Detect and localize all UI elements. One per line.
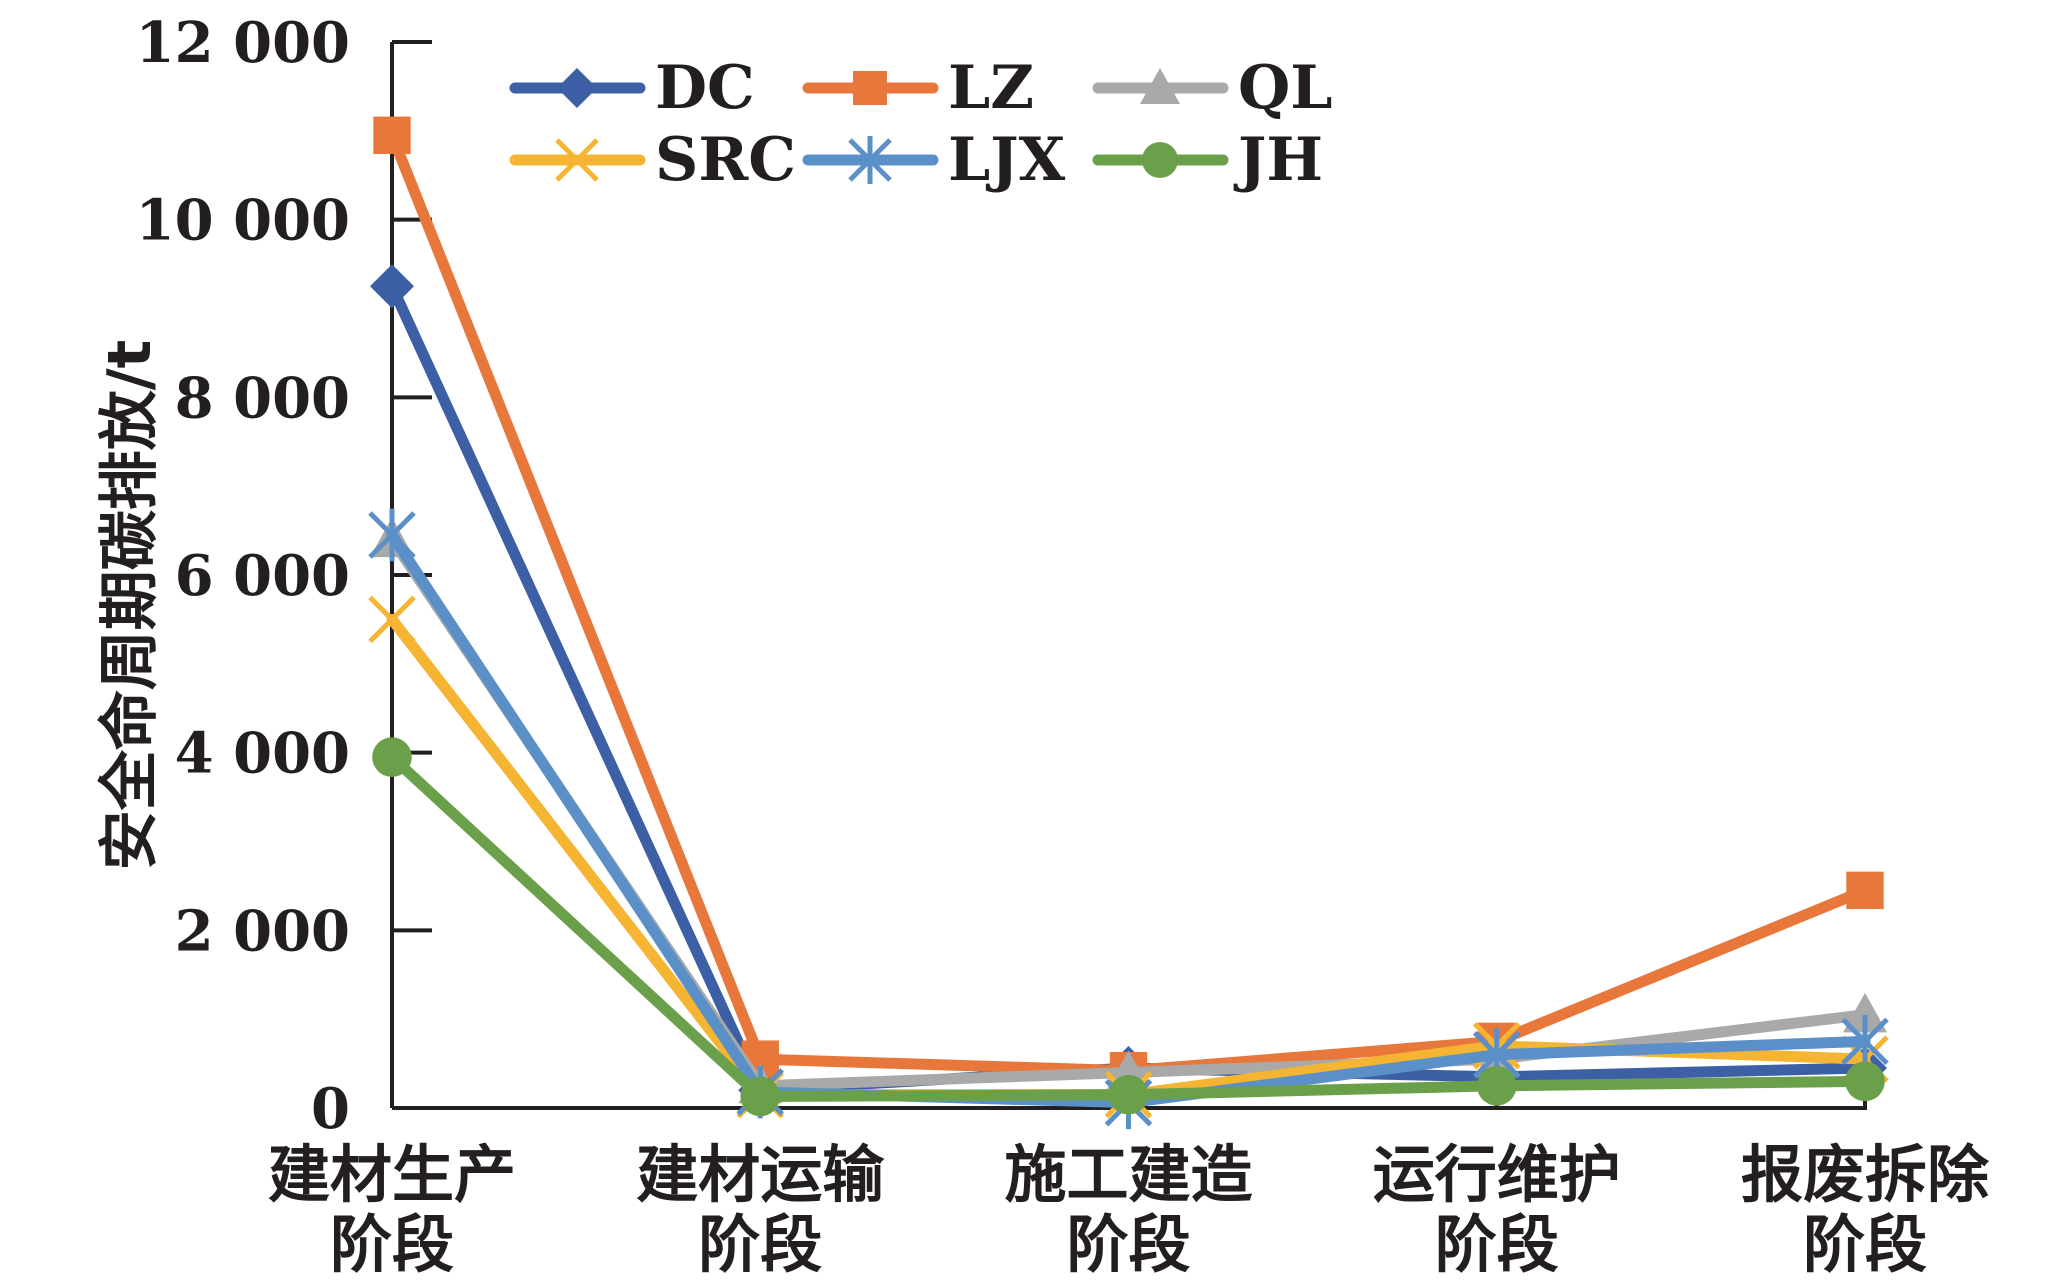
legend-label: LJX (948, 125, 1066, 195)
x-tick-label: 阶段 (1066, 1208, 1190, 1281)
data-point (372, 737, 412, 777)
legend-label: QL (1238, 53, 1332, 123)
series-jh (372, 737, 1885, 1117)
series-ql (370, 517, 1887, 1104)
x-tick-label: 阶段 (1435, 1208, 1559, 1281)
legend-label: JH (1233, 125, 1323, 195)
x-tick-label: 建材运输 (636, 1138, 885, 1211)
data-point (740, 1076, 781, 1117)
x-tick-label: 施工建造 (1004, 1138, 1252, 1211)
data-point (1843, 992, 1887, 1033)
x-tick-label: 报废拆除 (1741, 1138, 1990, 1211)
data-point (1140, 68, 1180, 104)
data-point (853, 71, 887, 105)
data-point (848, 136, 892, 184)
data-point (368, 595, 416, 644)
legend-item-ljx: LJX (802, 125, 1066, 195)
data-point (1845, 1061, 1885, 1102)
series-line (386, 129, 1871, 1077)
data-point (368, 508, 416, 562)
series-layer (368, 116, 1889, 1130)
series-dc (370, 264, 1887, 1113)
legend: DC LZ QL SRC LJX JH (509, 53, 1332, 195)
data-point (1841, 1014, 1889, 1068)
data-point (1142, 142, 1178, 178)
legend-item-src: SRC (509, 125, 796, 195)
y-tick-label: 8 000 (175, 365, 350, 431)
data-point (555, 138, 599, 182)
data-point (370, 264, 414, 309)
legend-label: SRC (655, 125, 796, 195)
legend-item-dc: DC (509, 53, 755, 123)
data-point (1108, 1074, 1149, 1115)
data-point (373, 116, 411, 154)
data-point (1476, 1065, 1517, 1106)
data-point (1846, 871, 1884, 910)
legend-label: LZ (948, 53, 1034, 123)
legend-item-ql: QL (1092, 53, 1332, 123)
x-tick-label: 运行维护 (1373, 1138, 1621, 1211)
x-tick-label: 建材生产 (268, 1138, 516, 1211)
y-tick-label: 6 000 (175, 543, 350, 609)
x-tick-label: 阶段 (698, 1208, 822, 1281)
x-tick-label: 阶段 (1803, 1208, 1927, 1281)
y-tick-label: 4 000 (175, 721, 350, 787)
y-axis-title: 安全命周期碳排放/t (95, 340, 165, 871)
y-tick-label: 12 000 (136, 10, 350, 76)
y-tick-label: 2 000 (175, 898, 350, 964)
data-point (557, 68, 597, 108)
x-tick-label: 阶段 (330, 1208, 454, 1281)
y-tick-label: 10 000 (136, 188, 350, 254)
legend-item-lz: LZ (802, 53, 1034, 123)
series-line (386, 533, 1871, 1092)
legend-item-jh: JH (1092, 125, 1323, 195)
series-line (386, 529, 1871, 1109)
legend-label: DC (655, 53, 755, 123)
y-tick-label: 0 (311, 1076, 350, 1142)
